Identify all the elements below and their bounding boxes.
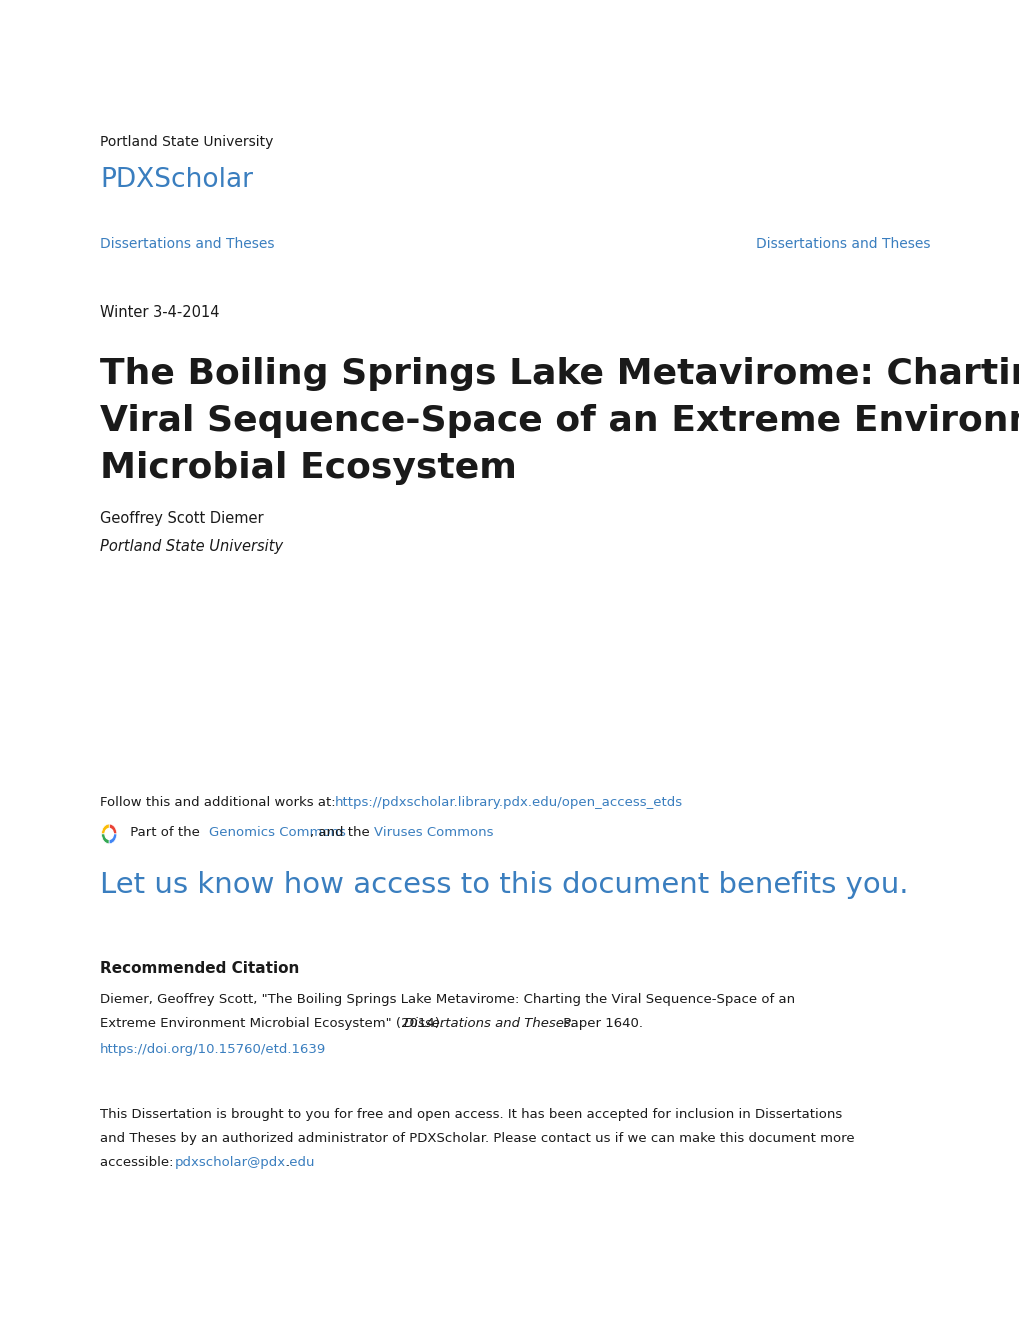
Text: Dissertations and Theses: Dissertations and Theses [100, 238, 274, 251]
Circle shape [105, 829, 113, 840]
Text: Paper 1640.: Paper 1640. [558, 1016, 642, 1030]
Text: Dissertations and Theses.: Dissertations and Theses. [404, 1016, 575, 1030]
Text: Portland State University: Portland State University [100, 539, 283, 554]
Text: Microbial Ecosystem: Microbial Ecosystem [100, 451, 517, 484]
Text: This Dissertation is brought to you for free and open access. It has been accept: This Dissertation is brought to you for … [100, 1107, 842, 1121]
Wedge shape [102, 834, 109, 843]
Wedge shape [109, 834, 117, 843]
Text: Part of the: Part of the [126, 826, 204, 840]
Text: Diemer, Geoffrey Scott, "The Boiling Springs Lake Metavirome: Charting the Viral: Diemer, Geoffrey Scott, "The Boiling Spr… [100, 993, 795, 1006]
Text: https://pdxscholar.library.pdx.edu/open_access_etds: https://pdxscholar.library.pdx.edu/open_… [334, 796, 683, 809]
Text: , and the: , and the [310, 826, 374, 840]
Wedge shape [102, 824, 109, 834]
Text: Recommended Citation: Recommended Citation [100, 961, 300, 975]
Text: Viral Sequence-Space of an Extreme Environment: Viral Sequence-Space of an Extreme Envir… [100, 404, 1019, 438]
Wedge shape [109, 824, 117, 834]
Text: Portland State University: Portland State University [100, 135, 273, 149]
Text: pdxscholar@pdx.edu: pdxscholar@pdx.edu [174, 1156, 315, 1170]
Text: Viruses Commons: Viruses Commons [373, 826, 492, 840]
Text: Dissertations and Theses: Dissertations and Theses [755, 238, 929, 251]
Text: and Theses by an authorized administrator of PDXScholar. Please contact us if we: and Theses by an authorized administrato… [100, 1133, 854, 1144]
Text: accessible:: accessible: [100, 1156, 177, 1170]
Text: Follow this and additional works at:: Follow this and additional works at: [100, 796, 339, 809]
Text: Genomics Commons: Genomics Commons [208, 826, 345, 840]
Text: The Boiling Springs Lake Metavirome: Charting the: The Boiling Springs Lake Metavirome: Cha… [100, 356, 1019, 391]
Text: Let us know how access to this document benefits you.: Let us know how access to this document … [100, 871, 908, 899]
Text: https://doi.org/10.15760/etd.1639: https://doi.org/10.15760/etd.1639 [100, 1043, 326, 1056]
Text: Winter 3-4-2014: Winter 3-4-2014 [100, 305, 219, 319]
Text: Geoffrey Scott Diemer: Geoffrey Scott Diemer [100, 511, 263, 525]
Text: .: . [285, 1156, 289, 1170]
Text: PDXScholar: PDXScholar [100, 168, 253, 193]
Text: Extreme Environment Microbial Ecosystem" (2014).: Extreme Environment Microbial Ecosystem"… [100, 1016, 447, 1030]
